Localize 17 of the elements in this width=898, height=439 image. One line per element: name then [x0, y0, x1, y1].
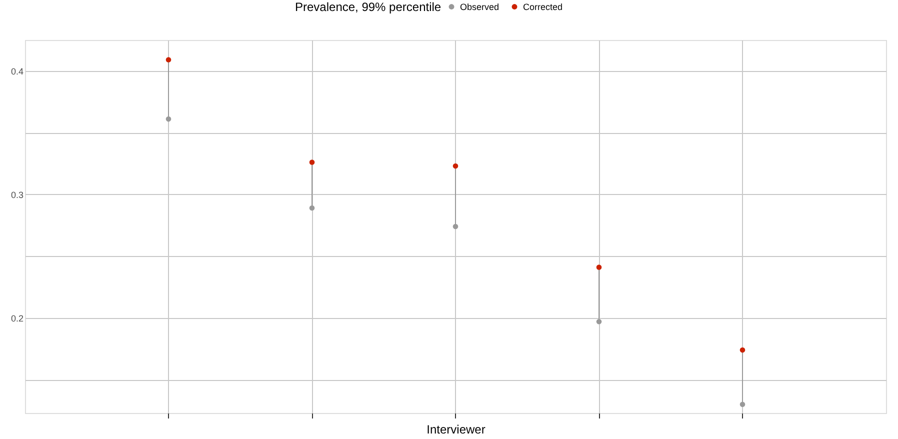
point	[309, 160, 315, 165]
legend-title: Prevalence, 99% percentile	[295, 0, 442, 14]
point	[596, 264, 602, 270]
point	[309, 205, 315, 211]
point	[740, 402, 746, 407]
y-tick-label: 0.2	[10, 313, 24, 324]
y-tick-label: 0.3	[10, 190, 24, 200]
point	[596, 318, 602, 324]
y-tick-label: 0.4	[10, 66, 24, 76]
legend-label: Corrected	[523, 2, 563, 12]
legend-label: Observed	[460, 2, 500, 12]
point	[452, 163, 458, 169]
point	[452, 224, 458, 230]
point	[166, 116, 172, 122]
point	[740, 347, 746, 353]
x-axis-title: Interviewer	[426, 422, 486, 436]
point	[166, 57, 172, 62]
